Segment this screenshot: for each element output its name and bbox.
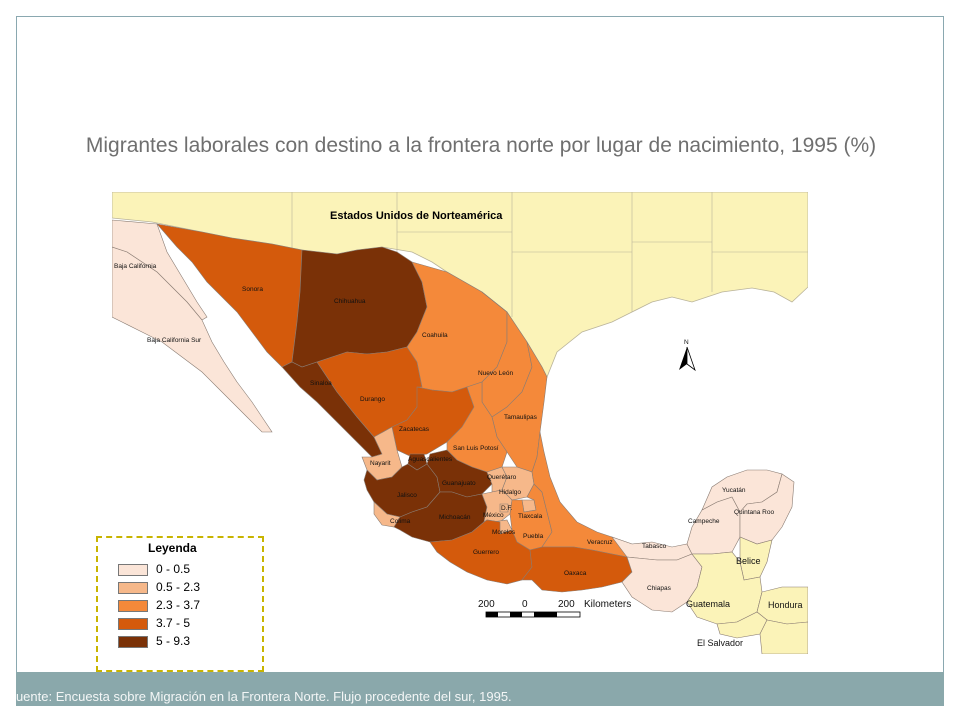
label-guatemala: Guatemala <box>686 599 730 609</box>
label-baja-california: Baja California <box>114 263 157 270</box>
legend-label: 0 - 0.5 <box>156 562 191 576</box>
legend-label: 3.7 - 5 <box>156 616 191 630</box>
label-oaxaca: Oaxaca <box>564 570 587 577</box>
state-guerrero <box>429 519 533 585</box>
label-sinaloa: Sinaloa <box>310 380 332 387</box>
scale-tick-3: 200 <box>558 599 575 610</box>
scale-bar: 200 0 200 Kilometers <box>478 599 631 618</box>
label-puebla: Puebla <box>523 533 544 540</box>
north-arrow-icon: N <box>679 339 696 372</box>
label-yucatan: Yucatán <box>722 487 746 494</box>
footer-bar <box>16 672 944 706</box>
label-hidalgo: Hidalgo <box>499 489 521 496</box>
country-south-strip <box>759 619 808 654</box>
label-jalisco: Jalisco <box>397 492 417 499</box>
label-honduras: Hondura <box>768 600 803 610</box>
legend-label: 0.5 - 2.3 <box>156 580 201 594</box>
legend-swatch <box>118 618 148 630</box>
legend-title: Leyenda <box>148 541 197 555</box>
svg-text:N: N <box>684 339 689 346</box>
label-nuevo-leon: Nuevo León <box>478 370 513 377</box>
legend-label: 5 - 9.3 <box>156 634 191 648</box>
state-mexico <box>481 489 513 523</box>
scale-tick-1: 200 <box>478 599 495 610</box>
label-mexico: México <box>483 512 504 519</box>
us-state-lines <box>291 192 808 317</box>
label-durango: Durango <box>360 396 385 403</box>
label-df: D.F. <box>501 505 513 512</box>
label-baja-california-sur: Baja California Sur <box>147 337 202 344</box>
label-tabasco: Tabasco <box>642 543 667 550</box>
label-sonora: Sonora <box>242 286 263 293</box>
label-nayarit: Nayarit <box>370 460 391 467</box>
label-michoacan: Michoacán <box>439 514 471 521</box>
legend-swatch <box>118 582 148 594</box>
label-colima: Colima <box>390 518 411 525</box>
legend-label: 2.3 - 3.7 <box>156 598 201 612</box>
label-tamaulipas: Tamaulipas <box>504 414 538 421</box>
state-labels: Baja California Baja California Sur Sono… <box>114 263 774 592</box>
state-baja-california-sur <box>112 246 273 433</box>
label-zacatecas: Zacatecas <box>399 426 430 433</box>
scale-tick-2: 0 <box>522 599 528 610</box>
legend-swatch <box>118 636 148 648</box>
label-belize: Belice <box>736 556 761 566</box>
state-zacatecas <box>391 386 475 458</box>
label-san-luis-potosi: San Luis Potosí <box>453 445 499 452</box>
label-aguascalientes: Aguascalientes <box>408 456 453 463</box>
map-legend: Leyenda 0 - 0.5 0.5 - 2.3 2.3 - 3.7 3.7 … <box>96 536 264 672</box>
label-tlaxcala: Tlaxcala <box>518 513 543 520</box>
label-guanajuato: Guanajuato <box>442 480 476 487</box>
label-coahuila: Coahuila <box>422 332 448 339</box>
label-chihuahua: Chihuahua <box>334 298 366 305</box>
legend-swatch <box>118 564 148 576</box>
label-guerrero: Guerrero <box>473 549 499 556</box>
label-queretaro: Querétaro <box>487 474 517 481</box>
legend-swatch <box>118 600 148 612</box>
label-campeche: Campeche <box>688 518 720 525</box>
label-el-salvador: El Salvador <box>697 638 743 648</box>
label-quintana-roo: Quintana Roo <box>734 509 774 516</box>
source-footnote: Fuente: Encuesta sobre Migración en la F… <box>8 689 512 704</box>
label-veracruz: Veracruz <box>587 539 613 546</box>
scale-unit: Kilometers <box>584 599 631 610</box>
us-label: Estados Unidos de Norteamérica <box>330 210 503 222</box>
label-morelos: Morelos <box>492 529 516 536</box>
state-df <box>499 503 509 513</box>
map-title: Migrantes laborales con destino a la fro… <box>85 134 877 157</box>
label-chiapas: Chiapas <box>647 585 672 592</box>
